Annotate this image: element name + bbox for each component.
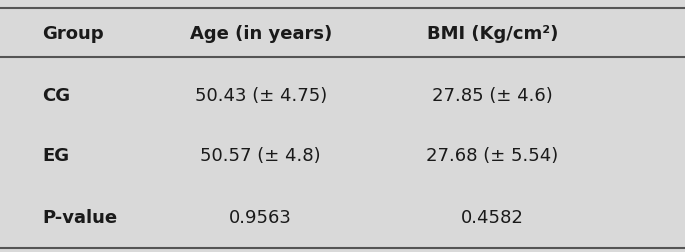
Text: 27.68 (± 5.54): 27.68 (± 5.54)	[427, 147, 559, 165]
Text: 27.85 (± 4.6): 27.85 (± 4.6)	[432, 87, 553, 105]
Text: 0.9563: 0.9563	[229, 209, 292, 227]
Text: 0.4582: 0.4582	[461, 209, 524, 227]
Text: EG: EG	[42, 147, 69, 165]
Text: 50.43 (± 4.75): 50.43 (± 4.75)	[195, 87, 327, 105]
Text: 50.57 (± 4.8): 50.57 (± 4.8)	[200, 147, 321, 165]
Text: Age (in years): Age (in years)	[190, 25, 332, 43]
Text: BMI (Kg/cm²): BMI (Kg/cm²)	[427, 25, 558, 43]
Text: P-value: P-value	[42, 209, 117, 227]
Text: CG: CG	[42, 87, 71, 105]
Text: Group: Group	[42, 25, 104, 43]
